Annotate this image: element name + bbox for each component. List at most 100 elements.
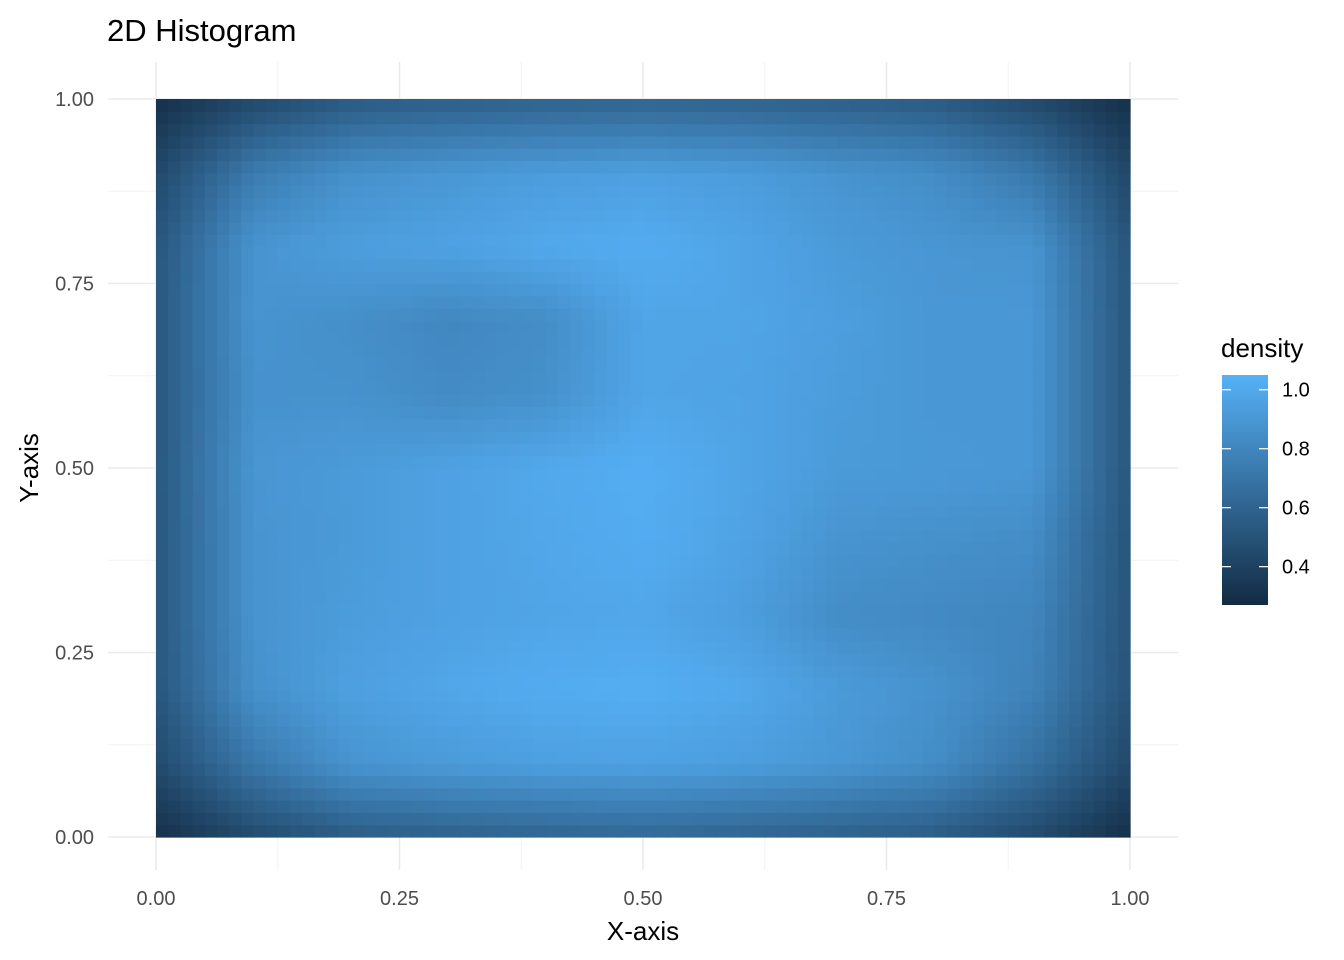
heatmap-cell: [691, 332, 705, 346]
heatmap-cell: [594, 640, 608, 654]
heatmap-cell: [289, 246, 303, 260]
heatmap-cell: [253, 517, 267, 531]
heatmap-cell: [277, 357, 291, 371]
heatmap-cell: [1069, 714, 1082, 727]
heatmap-cell: [752, 800, 766, 813]
heatmap-cell: [350, 775, 364, 789]
heatmap-cell: [582, 394, 595, 408]
heatmap-cell: [947, 627, 961, 641]
heatmap-cell: [849, 320, 863, 334]
heatmap-cell: [1020, 172, 1034, 186]
heatmap-cell: [825, 504, 839, 518]
heatmap-cell: [545, 615, 559, 629]
heatmap-cell: [947, 160, 961, 174]
heatmap-cell: [265, 246, 279, 260]
heatmap-cell: [241, 787, 255, 801]
heatmap-cell: [180, 517, 194, 531]
heatmap-cell: [630, 135, 644, 149]
heatmap-cell: [776, 345, 790, 358]
heatmap-cell: [1008, 615, 1022, 629]
heatmap-cell: [874, 468, 888, 481]
heatmap-cell: [423, 504, 437, 518]
heatmap-cell: [801, 295, 815, 309]
heatmap-cell: [935, 99, 948, 112]
heatmap-cell: [375, 750, 388, 764]
heatmap-cell: [618, 812, 632, 826]
heatmap-cell: [289, 271, 303, 285]
heatmap-cell: [801, 197, 815, 211]
heatmap-cell: [350, 738, 364, 752]
heatmap-cell: [1020, 308, 1034, 321]
heatmap-cell: [277, 455, 291, 469]
heatmap-cell: [509, 308, 522, 321]
heatmap-cell: [582, 664, 595, 678]
heatmap-cell: [703, 381, 717, 395]
heatmap-cell: [996, 554, 1009, 567]
heatmap-cell: [569, 468, 583, 481]
heatmap-cell: [423, 295, 437, 309]
heatmap-cell: [387, 615, 401, 629]
heatmap-cell: [594, 258, 608, 272]
heatmap-cell: [1044, 283, 1058, 297]
heatmap-cell: [594, 714, 608, 727]
heatmap-cell: [679, 148, 693, 162]
heatmap-cell: [1008, 185, 1022, 198]
heatmap-cell: [1117, 812, 1131, 826]
heatmap-cell: [679, 726, 693, 740]
heatmap-cell: [277, 246, 291, 260]
heatmap-cell: [569, 135, 583, 149]
heatmap-cell: [362, 332, 376, 346]
heatmap-cell: [557, 517, 571, 531]
heatmap-cell: [375, 689, 388, 703]
heatmap-cell: [618, 738, 632, 752]
heatmap-cell: [338, 357, 352, 371]
heatmap-cell: [192, 345, 206, 358]
heatmap-cell: [350, 591, 364, 604]
heatmap-cell: [825, 295, 839, 309]
heatmap-cell: [1093, 504, 1107, 518]
heatmap-cell: [350, 357, 364, 371]
heatmap-cell: [350, 566, 364, 580]
heatmap-cell: [362, 185, 376, 198]
heatmap-cell: [180, 640, 194, 654]
heatmap-cell: [496, 640, 510, 654]
heatmap-cell: [886, 308, 900, 321]
heatmap-cell: [1044, 627, 1058, 641]
heatmap-cell: [472, 652, 486, 666]
heatmap-cell: [776, 701, 790, 715]
heatmap-cell: [314, 504, 328, 518]
heatmap-cell: [521, 455, 535, 469]
heatmap-cell: [898, 135, 912, 149]
heatmap-cell: [910, 578, 924, 592]
heatmap-cell: [362, 99, 376, 112]
heatmap-cell: [496, 775, 510, 789]
heatmap-cell: [996, 591, 1009, 604]
heatmap-cell: [1093, 381, 1107, 395]
heatmap-cell: [277, 603, 291, 617]
heatmap-cell: [910, 763, 924, 777]
heatmap-cell: [314, 517, 328, 531]
heatmap-cell: [655, 800, 668, 813]
heatmap-cell: [569, 787, 583, 801]
heatmap-cell: [898, 652, 912, 666]
heatmap-cell: [1093, 517, 1107, 531]
heatmap-cell: [423, 726, 437, 740]
heatmap-cell: [362, 701, 376, 715]
heatmap-cell: [569, 566, 583, 580]
heatmap-cell: [910, 480, 924, 494]
heatmap-cell: [764, 763, 778, 777]
heatmap-cell: [1020, 295, 1034, 309]
heatmap-cell: [265, 726, 279, 740]
heatmap-cell: [1093, 246, 1107, 260]
heatmap-cell: [959, 271, 973, 285]
heatmap-cell: [691, 738, 705, 752]
heatmap-cell: [1056, 652, 1070, 666]
heatmap-cell: [594, 332, 608, 346]
heatmap-cell: [935, 148, 948, 162]
heatmap-cell: [1069, 357, 1082, 371]
heatmap-cell: [387, 148, 401, 162]
heatmap-cell: [910, 160, 924, 174]
heatmap-cell: [618, 800, 632, 813]
heatmap-cell: [923, 554, 936, 567]
heatmap-cell: [606, 763, 620, 777]
